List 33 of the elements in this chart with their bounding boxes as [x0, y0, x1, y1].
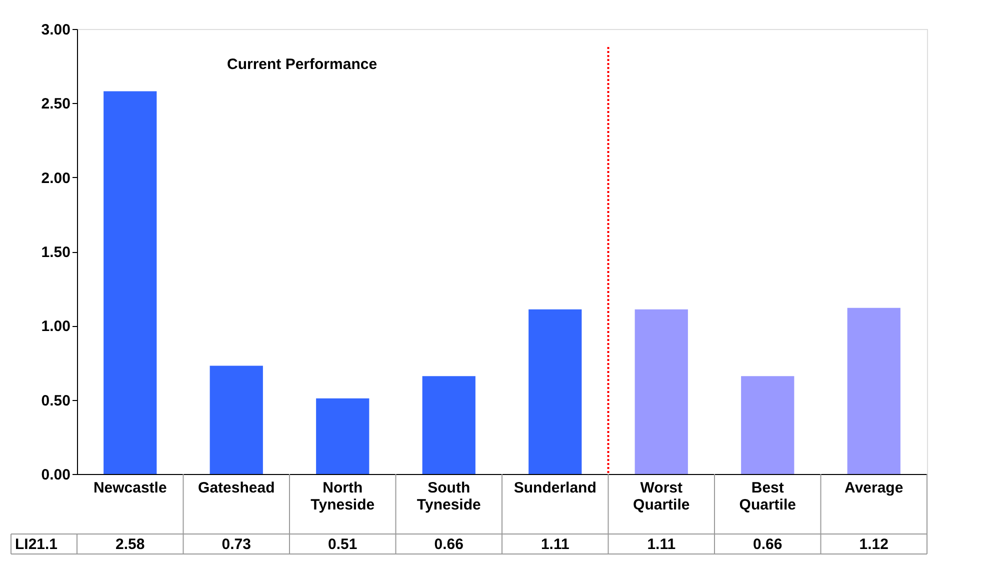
x-tick-label: Gateshead: [198, 480, 275, 496]
data-label: 0.73: [222, 536, 251, 553]
y-tick-label: 1.50: [41, 244, 70, 261]
data-label: 0.51: [328, 536, 358, 553]
x-tick-label: South Tyneside: [416, 480, 481, 514]
bar: [316, 398, 370, 474]
y-tick-label: 0.50: [41, 392, 70, 410]
x-tick-label: Newcastle: [93, 480, 167, 496]
bar: [210, 366, 263, 474]
x-tick-label: Sunderland: [514, 480, 596, 496]
data-label: 2.58: [116, 536, 145, 553]
bar: [422, 376, 476, 474]
y-tick-label: 3.00: [41, 22, 70, 38]
y-tick-label: 0.00: [41, 466, 70, 484]
bar: [104, 91, 157, 474]
bar: [528, 309, 582, 474]
bar: [741, 376, 794, 474]
data-label: 1.11: [540, 536, 570, 553]
x-tick-label: Worst Quartile: [633, 480, 690, 514]
text: LI21.1: [15, 536, 58, 553]
data-label: 1.11: [647, 536, 676, 553]
bar: [847, 308, 900, 474]
y-tick-label: 1.00: [41, 318, 70, 336]
annotation: Current Performance: [227, 56, 378, 73]
bar: [634, 309, 688, 474]
x-tick-label: Best Quartile: [739, 480, 796, 514]
x-tick-label: North Tyneside: [310, 480, 375, 514]
x-tick-label: Average: [844, 480, 904, 496]
data-label: 1.12: [859, 536, 888, 553]
y-tick-label: 2.50: [41, 96, 70, 113]
y-tick-label: 2.00: [41, 170, 70, 187]
data-label: 0.66: [434, 536, 464, 553]
data-label: 0.66: [753, 536, 782, 553]
